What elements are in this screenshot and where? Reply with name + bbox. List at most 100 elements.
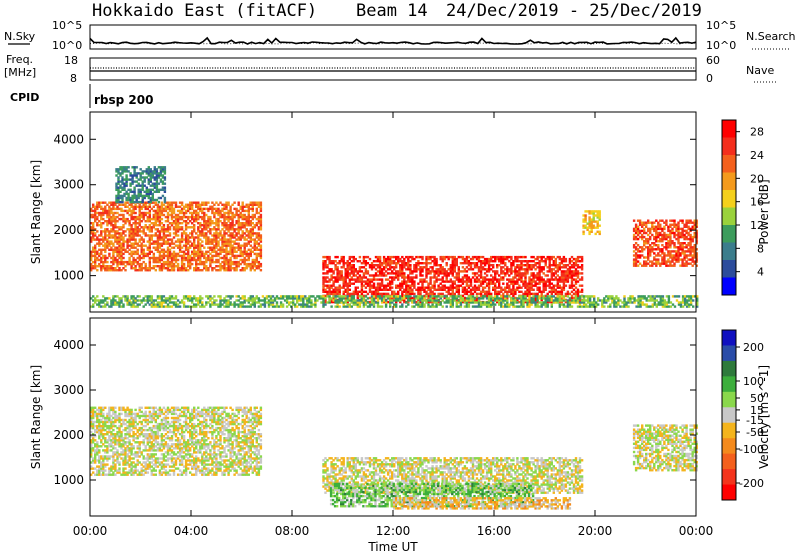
heatmap-cell: [679, 219, 682, 222]
heatmap-cell: [346, 266, 349, 269]
heatmap-cell: [249, 222, 252, 225]
heatmap-cell: [160, 258, 164, 262]
heatmap-cell: [409, 288, 412, 291]
heatmap-cell: [166, 224, 170, 227]
heatmap-cell: [162, 262, 166, 266]
heatmap-cell: [403, 262, 406, 265]
heatmap-cell: [425, 286, 428, 289]
heatmap-cell: [407, 284, 410, 287]
heatmap-cell: [259, 250, 263, 253]
heatmap-cell: [413, 280, 416, 283]
heatmap-cell: [520, 266, 523, 269]
heatmap-cell: [193, 240, 196, 243]
heatmap-cell: [139, 192, 142, 196]
heatmap-cell: [518, 290, 521, 293]
heatmap-cell: [459, 262, 463, 265]
heatmap-cell: [178, 222, 182, 225]
heatmap-cell: [172, 242, 176, 245]
nsearch-tick-bottom: 10^0: [706, 39, 736, 52]
heatmap-cell: [189, 297, 192, 300]
heatmap-cell: [669, 264, 672, 267]
heatmap-cell: [556, 290, 559, 293]
heatmap-cell: [389, 272, 392, 275]
heatmap-cell: [498, 284, 501, 287]
heatmap-cell: [138, 265, 141, 268]
heatmap-cell: [655, 240, 658, 243]
heatmap-cell: [233, 260, 236, 264]
heatmap-cell: [108, 230, 111, 233]
heatmap-cell: [641, 221, 644, 224]
heatmap-cell: [360, 290, 364, 293]
heatmap-cell: [346, 262, 349, 265]
heatmap-cell: [223, 238, 226, 241]
heatmap-cell: [217, 305, 220, 308]
heatmap-cell: [144, 262, 147, 266]
heatmap-cell: [443, 274, 446, 277]
heatmap-cell: [184, 242, 188, 245]
heatmap-cell: [348, 284, 351, 287]
heatmap-cell: [251, 250, 254, 253]
heatmap-cell: [225, 228, 228, 231]
heatmap-cell: [685, 264, 688, 267]
heatmap-cell: [502, 272, 505, 275]
heatmap-cell: [120, 244, 123, 247]
heatmap-cell: [132, 230, 135, 233]
heatmap-cell: [199, 297, 202, 300]
heatmap-cell: [358, 276, 362, 279]
heatmap-cell: [346, 276, 349, 279]
heatmap-cell: [576, 272, 580, 275]
heatmap-cell: [125, 192, 128, 196]
heatmap-cell: [157, 190, 161, 193]
heatmap-cell: [187, 207, 190, 211]
heatmap-cell: [130, 267, 133, 270]
heatmap-cell: [229, 265, 232, 268]
heatmap-cell: [156, 236, 160, 239]
heatmap-cell: [106, 297, 109, 300]
heatmap-cell: [201, 254, 204, 258]
heatmap-cell: [362, 255, 366, 259]
heatmap-cell: [160, 303, 164, 306]
heatmap-cell: [178, 211, 182, 215]
heatmap-cell: [528, 268, 531, 271]
heatmap-cell: [512, 278, 515, 281]
heatmap-cell: [532, 278, 535, 281]
heatmap-cell: [651, 225, 654, 228]
heatmap-cell: [116, 303, 119, 306]
heatmap-cell: [227, 238, 230, 241]
heatmap-cell: [199, 262, 202, 266]
heatmap-cell: [209, 305, 212, 308]
heatmap-cell: [568, 260, 572, 263]
heatmap-cell: [243, 209, 246, 213]
heatmap-cell: [415, 266, 418, 269]
heatmap-cell: [500, 290, 503, 293]
heatmap-cell: [225, 238, 228, 241]
heatmap-cell: [465, 280, 469, 283]
heatmap-cell: [336, 280, 339, 283]
heatmap-cell: [176, 230, 180, 233]
heatmap-cell: [176, 244, 180, 247]
heatmap-cell: [502, 292, 505, 296]
nave-tick-bottom: 0: [706, 72, 713, 85]
heatmap-cell: [161, 174, 165, 177]
heatmap-cell: [225, 295, 228, 298]
heatmap-cell: [100, 267, 103, 270]
heatmap-cell: [94, 265, 97, 268]
heatmap-cell: [134, 234, 137, 237]
heatmap-cell: [657, 252, 660, 255]
heatmap-cell: [145, 172, 148, 175]
heatmap-cell: [251, 205, 254, 208]
heatmap-cell: [219, 215, 222, 219]
heatmap-cell: [636, 248, 640, 251]
heatmap-cell: [441, 268, 444, 271]
heatmap-cell: [108, 201, 111, 204]
heatmap-cell: [556, 280, 559, 283]
heatmap-cell: [540, 280, 543, 283]
heatmap-cell: [536, 255, 539, 259]
heatmap-cell: [356, 260, 359, 263]
heatmap-cell: [131, 198, 134, 202]
heatmap-cell: [231, 228, 234, 231]
heatmap-cell: [229, 262, 232, 266]
heatmap-cell: [679, 258, 682, 261]
heatmap-cell: [166, 262, 170, 266]
heatmap-cell: [544, 260, 547, 263]
